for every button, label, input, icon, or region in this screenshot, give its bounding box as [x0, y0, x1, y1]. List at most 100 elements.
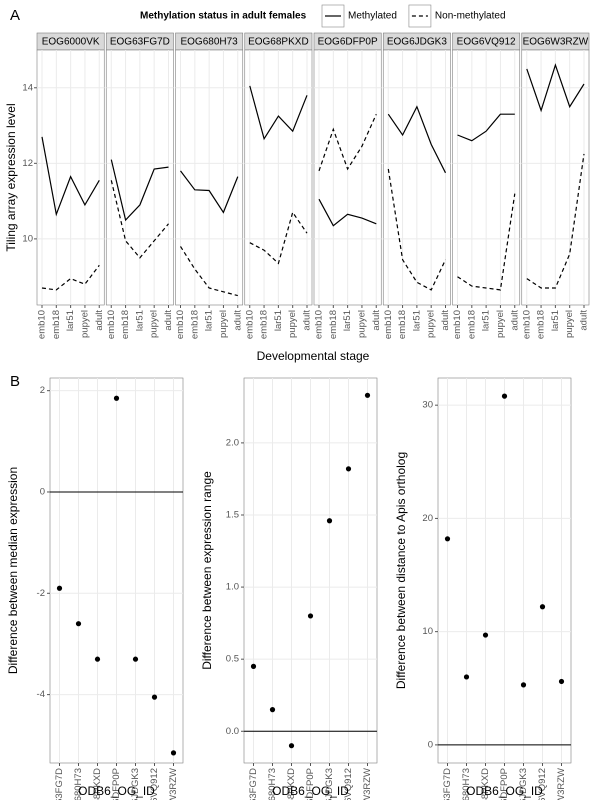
- y-tick-label: 2: [40, 385, 45, 396]
- x-tick-label: pupyel: [218, 310, 229, 338]
- x-tick-label: EOG680H73: [73, 768, 84, 800]
- y-tick-label: 20: [422, 513, 433, 524]
- y-axis-title: Difference between distance to Apis orth…: [394, 452, 408, 689]
- x-tick-label: adult: [371, 310, 382, 331]
- x-tick-label: EOG63FG7D: [248, 768, 259, 800]
- x-tick-label: lar51: [342, 310, 353, 331]
- y-tick-label: -4: [37, 689, 45, 700]
- y-tick-label: 12: [22, 158, 33, 169]
- x-tick-label: EOG680H73: [461, 768, 472, 800]
- point: [501, 393, 508, 399]
- series-line: [457, 113, 515, 142]
- x-tick-label: lar51: [134, 310, 145, 331]
- series-line: [318, 113, 377, 172]
- x-tick-label: EOG6JDGK3: [130, 768, 141, 800]
- y-tick-label: 14: [22, 82, 33, 93]
- x-tick-label: EOG6W3RZW: [168, 768, 179, 800]
- series-line: [180, 170, 239, 214]
- x-tick-label: adult: [302, 310, 313, 331]
- point: [539, 604, 546, 610]
- x-tick-label: pupyel: [564, 310, 575, 338]
- x-tick-label: EOG6VQ912: [149, 768, 160, 800]
- y-tick-label: 0.0: [226, 726, 239, 737]
- x-tick-label: adult: [94, 310, 105, 331]
- point: [558, 678, 565, 685]
- x-tick-label: emb10: [452, 310, 463, 339]
- x-tick-label: pupyel: [495, 310, 506, 338]
- point: [326, 518, 333, 524]
- point: [444, 536, 451, 542]
- point: [56, 585, 63, 591]
- y-tick-label: 0: [428, 739, 433, 750]
- y-tick-label: -2: [37, 588, 45, 599]
- x-tick-label: EOG68PKXD: [286, 768, 297, 800]
- y-tick-label: 1.5: [226, 510, 239, 521]
- x-tick-label: EOG68PKXD: [92, 768, 103, 800]
- x-tick-label: emb18: [397, 310, 408, 339]
- x-tick-label: emb10: [106, 310, 117, 339]
- x-tick-label: lar51: [550, 310, 561, 331]
- x-tick-label: pupyel: [149, 310, 160, 338]
- x-tick-label: adult: [509, 310, 520, 331]
- point: [75, 621, 82, 627]
- x-tick-label: lar51: [481, 310, 492, 331]
- point: [345, 466, 352, 472]
- series-line: [110, 180, 169, 259]
- x-tick-label: adult: [232, 310, 243, 331]
- facet-title: EOG680H73: [180, 37, 238, 48]
- point: [94, 656, 101, 662]
- x-tick-label: emb10: [383, 310, 394, 339]
- series-line: [387, 105, 447, 174]
- legend-title: Methylation status in adult females: [140, 11, 307, 22]
- x-tick-label: emb18: [328, 310, 339, 339]
- x-tick-label: EOG68PKXD: [480, 768, 491, 800]
- x-tick-label: emb10: [244, 310, 255, 339]
- point: [307, 613, 314, 619]
- series-line: [249, 85, 308, 141]
- point: [520, 682, 527, 688]
- x-tick-label: emb10: [175, 310, 186, 339]
- point: [132, 656, 139, 662]
- x-tick-label: adult: [440, 310, 451, 331]
- facet-title: EOG6000VK: [42, 37, 100, 48]
- x-axis-title: ODB6_OG_ID: [272, 784, 349, 798]
- point: [151, 694, 158, 700]
- x-tick-label: EOG6DFP0P: [305, 768, 316, 800]
- x-tick-label: EOG6W3RZW: [362, 768, 373, 800]
- panel-label: B: [10, 373, 20, 390]
- panel-label: A: [10, 7, 20, 24]
- y-axis-title: Difference between expression range: [200, 471, 214, 670]
- series-line: [318, 198, 377, 227]
- y-axis-title: Tiling array expression level: [4, 103, 18, 251]
- series-line: [179, 246, 238, 297]
- facet-title: EOG6DFP0P: [318, 37, 378, 48]
- y-tick-label: 10: [22, 233, 33, 244]
- x-tick-label: EOG6DFP0P: [499, 768, 510, 800]
- series-line: [41, 136, 100, 217]
- x-tick-label: EOG6JDGK3: [324, 768, 335, 800]
- legend-label: Non-methylated: [435, 11, 506, 22]
- x-axis-title: Developmental stage: [257, 349, 370, 363]
- x-tick-label: EOG63FG7D: [442, 768, 453, 800]
- facet-title: EOG68PKXD: [248, 37, 309, 48]
- x-tick-label: adult: [163, 310, 174, 331]
- series-line: [41, 264, 100, 291]
- facet-title: EOG6W3RZW: [523, 37, 589, 48]
- x-tick-label: EOG680H73: [267, 768, 278, 800]
- y-tick-label: 30: [422, 400, 433, 411]
- y-tick-label: 10: [422, 626, 433, 637]
- x-tick-label: lar51: [411, 310, 422, 331]
- legend-label: Methylated: [348, 11, 397, 22]
- x-axis-title: ODB6_OG_ID: [466, 784, 543, 798]
- x-tick-label: pupyel: [287, 310, 298, 338]
- point: [463, 674, 470, 680]
- x-tick-label: EOG6VQ912: [537, 768, 548, 800]
- x-tick-label: pupyel: [426, 310, 437, 338]
- x-tick-label: adult: [579, 310, 590, 331]
- x-tick-label: EOG6VQ912: [343, 768, 354, 800]
- x-tick-label: emb18: [189, 310, 200, 339]
- x-tick-label: EOG63FG7D: [54, 768, 65, 800]
- x-tick-label: emb18: [51, 310, 62, 339]
- x-tick-label: emb18: [466, 310, 477, 339]
- x-tick-label: pupyel: [79, 310, 90, 338]
